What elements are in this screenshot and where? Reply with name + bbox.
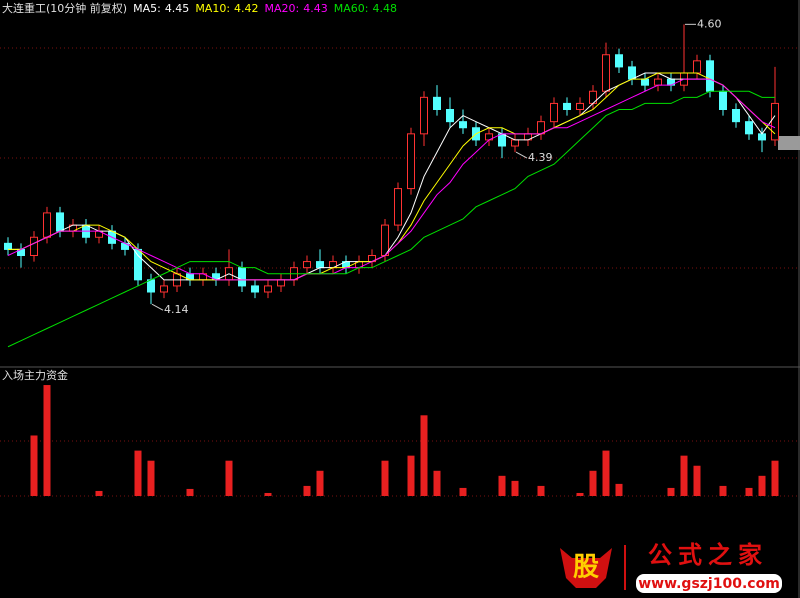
candle-body xyxy=(381,224,389,256)
bar xyxy=(303,485,311,496)
candle-body xyxy=(771,102,779,141)
bar xyxy=(511,480,519,496)
candle-body xyxy=(420,96,428,135)
watermark: 股 公式之家 www.gszj100.com xyxy=(560,541,782,593)
candle-body xyxy=(160,285,168,293)
legend-entry: MA60: 4.48 xyxy=(334,2,397,15)
legend-value: 4.48 xyxy=(372,2,397,15)
candle-body xyxy=(745,121,753,135)
candle-body xyxy=(277,279,285,287)
bar xyxy=(264,492,272,496)
bar xyxy=(43,385,51,496)
candle-body xyxy=(394,188,402,226)
bar xyxy=(771,460,779,496)
candle-body xyxy=(758,133,766,141)
candle-body xyxy=(498,133,506,147)
legend-name: MA5: xyxy=(133,2,161,15)
candle-body xyxy=(576,102,584,110)
candle-body xyxy=(459,121,467,129)
bar xyxy=(186,488,194,496)
candle-body xyxy=(706,60,714,92)
bar xyxy=(225,460,233,496)
candle-body xyxy=(30,236,38,256)
candle-body xyxy=(654,78,662,86)
legend-name: MA10: xyxy=(195,2,230,15)
candle-body xyxy=(264,285,272,293)
annotation-label: 4.60 xyxy=(697,17,722,30)
legend-name: MA60: xyxy=(334,2,369,15)
ma-line xyxy=(8,72,776,281)
bar xyxy=(680,455,688,496)
bar xyxy=(30,435,38,496)
bar xyxy=(316,470,324,496)
candle-body xyxy=(628,66,636,80)
bar xyxy=(745,487,753,496)
annotation-label: 4.39 xyxy=(528,151,553,164)
bar xyxy=(602,450,610,496)
legend-value: 4.45 xyxy=(165,2,190,15)
bar xyxy=(134,450,142,496)
candle-body xyxy=(537,121,545,135)
candle-body xyxy=(615,54,623,68)
annotation-label: 4.14 xyxy=(164,303,189,316)
logo-text: 股 xyxy=(573,553,599,583)
site-url: www.gszj100.com xyxy=(638,576,780,592)
legend-entry: MA20: 4.43 xyxy=(265,2,328,15)
bar xyxy=(693,465,701,496)
bar xyxy=(459,487,467,496)
candle-body xyxy=(4,242,12,250)
bar xyxy=(498,475,506,496)
bar xyxy=(667,487,675,496)
panel-title: 入场主力资金 xyxy=(2,368,68,382)
grid xyxy=(0,47,800,497)
bar xyxy=(420,415,428,496)
candle-body xyxy=(407,133,415,190)
logo-shape xyxy=(560,548,612,588)
candle-body xyxy=(563,102,571,110)
bar xyxy=(407,455,415,496)
bar xyxy=(589,470,597,496)
candle-body xyxy=(316,261,324,269)
candle-body xyxy=(238,267,246,287)
bar xyxy=(381,460,389,496)
candle-body xyxy=(550,102,558,123)
legend-name: MA20: xyxy=(265,2,300,15)
candle-body xyxy=(641,78,649,86)
candle-body xyxy=(719,90,727,110)
bar xyxy=(537,485,545,496)
ma-line xyxy=(7,90,775,348)
legend-value: 4.42 xyxy=(234,2,259,15)
bar xyxy=(719,485,727,496)
bar xyxy=(615,483,623,496)
candle-body xyxy=(433,96,441,111)
annotation-pointer xyxy=(151,303,164,311)
price-tag xyxy=(778,136,800,150)
candle-body xyxy=(446,109,454,123)
annotation-pointer xyxy=(515,151,528,159)
legend-value: 4.43 xyxy=(303,2,328,15)
legend-entry: MA10: 4.42 xyxy=(195,2,258,15)
candle-body xyxy=(602,54,610,92)
bar xyxy=(433,470,441,496)
chart-title: 大连重工(10分钟 前复权) xyxy=(2,1,127,15)
candle-body xyxy=(693,60,701,74)
candle-body xyxy=(303,261,311,269)
bar xyxy=(758,475,766,496)
bar xyxy=(95,490,103,496)
candle-body xyxy=(43,212,51,238)
candle-body xyxy=(134,248,142,281)
url-box xyxy=(636,574,782,593)
candle-body xyxy=(732,109,740,123)
ma-line xyxy=(7,78,776,281)
candle-body xyxy=(511,139,519,147)
candle-body xyxy=(147,279,155,293)
candle-body xyxy=(56,212,64,232)
bar xyxy=(147,460,155,496)
site-name: 公式之家 xyxy=(648,541,768,569)
legend-entry: MA5: 4.45 xyxy=(133,2,189,15)
bar xyxy=(576,492,584,496)
candle-body xyxy=(251,285,259,293)
